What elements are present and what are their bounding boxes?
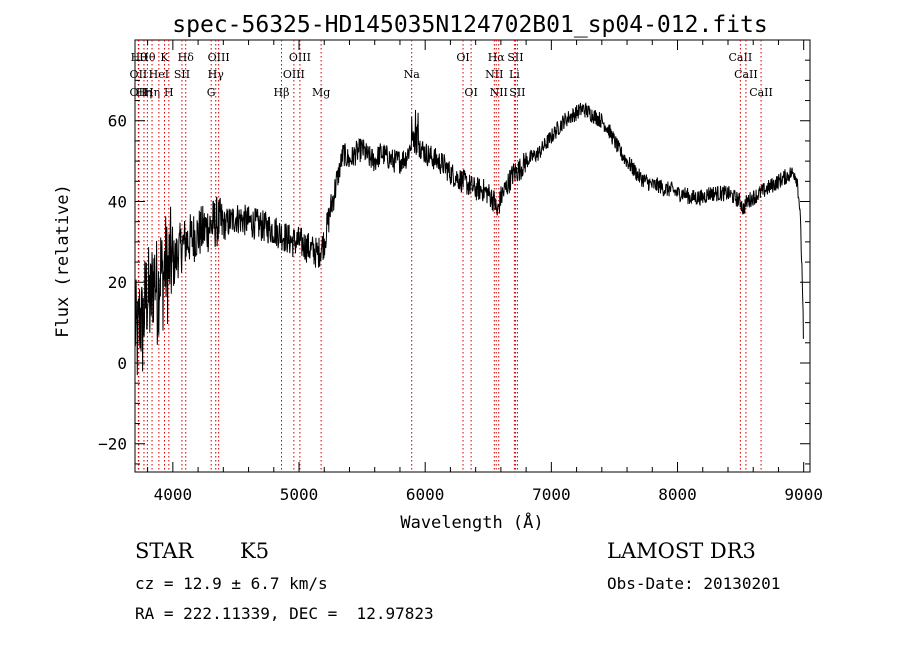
line-label-29: CaII — [749, 86, 773, 99]
x-tick-label: 4000 — [154, 485, 193, 504]
y-axis: −20 0 20 40 60 — [98, 59, 810, 465]
line-label-22: Hα — [488, 51, 506, 64]
line-label-25: SII — [507, 51, 523, 64]
x-tick-label: 6000 — [406, 485, 445, 504]
line-label-7: K — [160, 51, 169, 64]
x-tick-label: 8000 — [658, 485, 697, 504]
chart-title: spec-56325-HD145035N124702B01_sp04-012.f… — [172, 12, 767, 38]
line-label-19: OI — [456, 51, 469, 64]
x-tick-label: 5000 — [280, 485, 319, 504]
observation-date: Obs-Date: 20130201 — [607, 574, 781, 593]
object-class: STAR — [135, 539, 194, 563]
line-label-13: OIII — [208, 51, 230, 64]
y-tick-label: 20 — [108, 273, 127, 292]
spectrum-line — [134, 102, 804, 376]
line-label-6: HeI — [149, 68, 169, 81]
line-label-11: G — [207, 86, 216, 99]
line-label-1: OII — [130, 68, 148, 81]
survey-name: LAMOST DR3 — [607, 539, 756, 563]
line-label-20: OI — [464, 86, 477, 99]
line-label-24: Li — [509, 68, 520, 81]
y-tick-label: 0 — [117, 354, 127, 373]
x-tick-label: 7000 — [532, 485, 571, 504]
line-label-10: Hδ — [178, 51, 195, 64]
line-label-14: Hβ — [274, 86, 290, 99]
line-label-8: H — [164, 86, 174, 99]
line-label-4: Hθ — [139, 51, 156, 64]
line-label-21: NII — [485, 68, 503, 81]
redshift-cz: cz = 12.9 ± 6.7 km/s — [135, 574, 328, 593]
y-tick-label: 40 — [108, 192, 127, 211]
line-label-17: Mg — [312, 86, 330, 99]
x-axis: 4000 5000 6000 7000 8000 9000 — [147, 40, 823, 504]
line-label-15: OIII — [283, 68, 305, 81]
plot-frame — [134, 39, 811, 473]
line-label-23: NII — [490, 86, 508, 99]
y-axis-label: Flux (relative) — [53, 184, 73, 338]
line-label-2: OII — [130, 86, 148, 99]
line-label-0: Hθ — [131, 51, 148, 64]
x-axis-label: Wavelength (Å) — [400, 511, 543, 533]
line-label-18: Na — [404, 68, 421, 81]
line-label-3: Hη — [136, 86, 152, 99]
line-label-5: Hη — [144, 86, 160, 99]
spectral-line-markers: HθOIIOIIHηHθHηHeIKHSIIHδGHγOIIIHβOIIIOII… — [130, 40, 773, 472]
spectrum-series — [134, 102, 804, 376]
line-label-16: OIII — [289, 51, 311, 64]
line-label-28: CaII — [734, 68, 758, 81]
line-label-9: SII — [174, 68, 190, 81]
x-tick-label: 9000 — [784, 485, 823, 504]
line-label-27: CaII — [729, 51, 753, 64]
y-tick-label: −20 — [98, 435, 127, 454]
line-label-12: Hγ — [208, 68, 225, 81]
object-subclass: K5 — [240, 539, 270, 563]
line-label-26: SII — [509, 86, 525, 99]
y-tick-label: 60 — [108, 112, 127, 131]
coordinates: RA = 222.11339, DEC = 12.97823 — [135, 604, 434, 623]
